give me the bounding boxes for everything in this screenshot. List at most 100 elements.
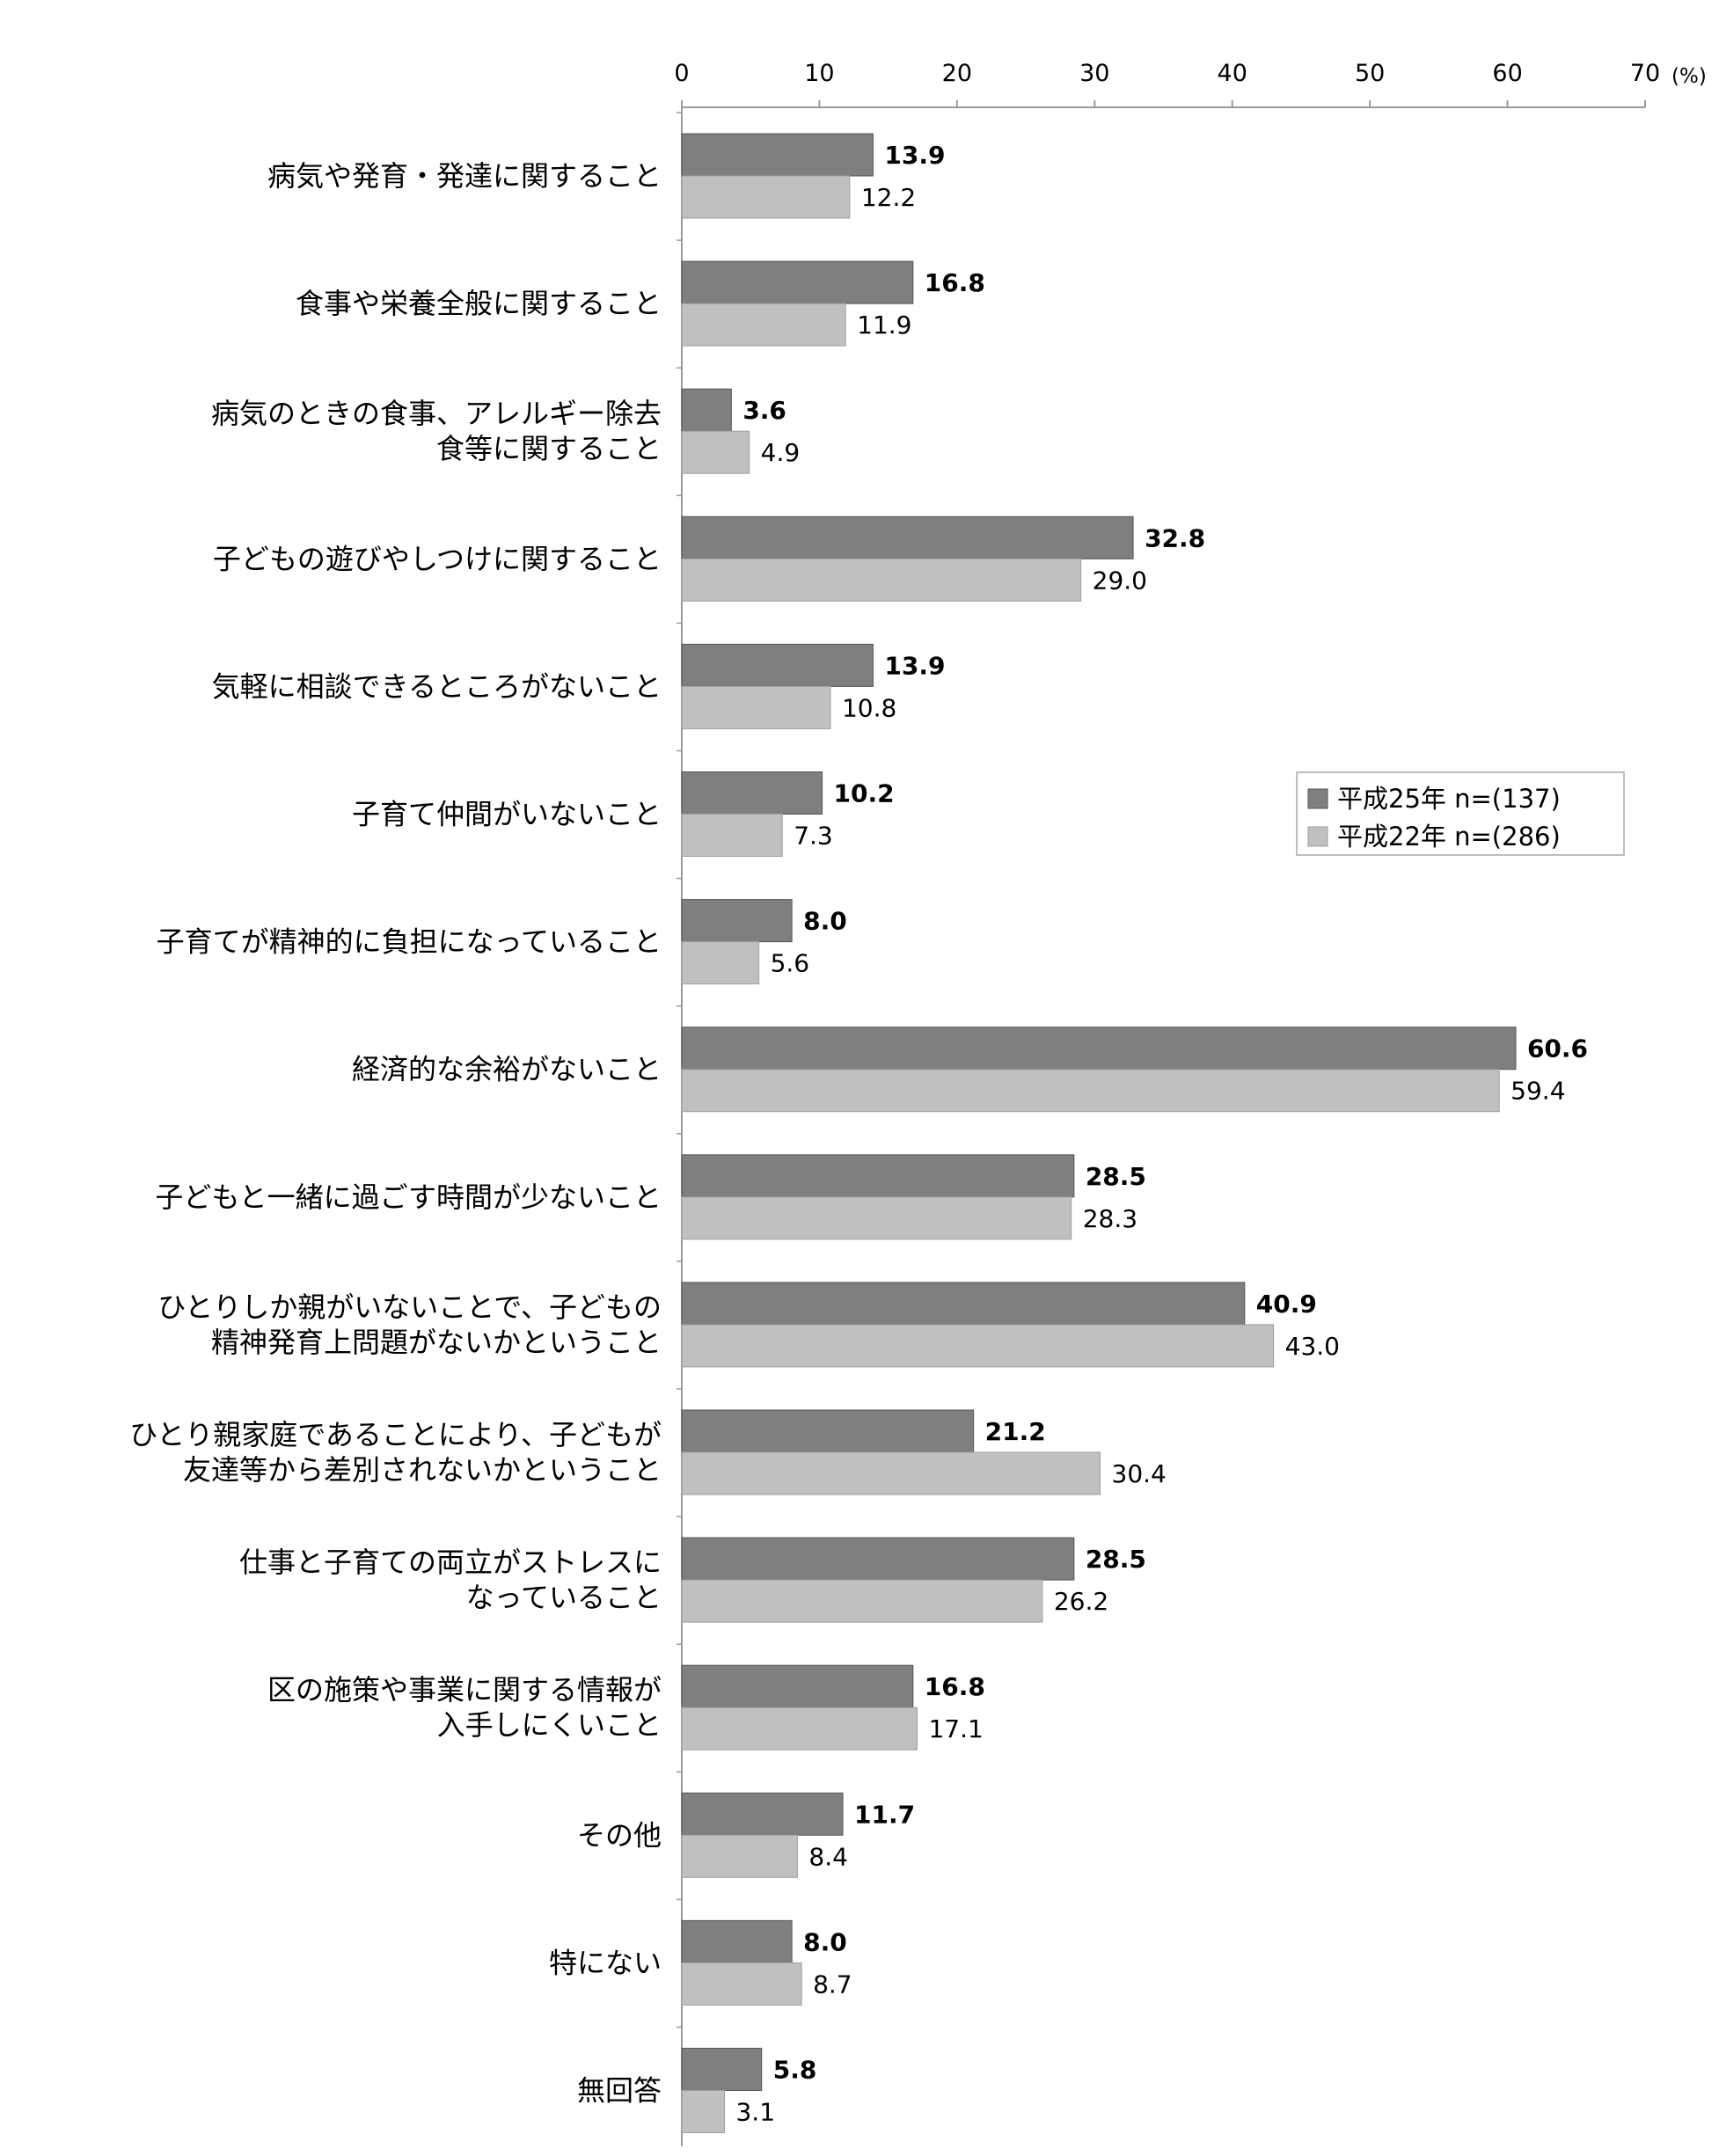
labels-layer: 13.9 12.2 病気や発育・発達に関すること 16.8 11.9 食事や栄養全般に関す… [129,141,1588,2127]
data-label-series-1: 60.6 [1527,1034,1588,1063]
bar-series-2 [681,685,831,729]
bar-series-1 [681,899,793,943]
bar-series-2 [681,1324,1275,1368]
x-tick-label: 0 [674,60,689,87]
data-label-series-1: 16.8 [925,1672,985,1701]
x-tick-label: 10 [804,60,834,87]
bar-series-1 [681,771,823,815]
category-label: なっていること [466,1581,662,1614]
category-label: 病気や発育・発達に関すること [267,159,662,193]
data-label-series-2: 17.1 [928,1714,983,1743]
bar-series-1 [681,515,1134,559]
bar-series-2 [681,1834,798,1878]
data-label-series-2: 4.9 [761,438,801,467]
x-tick-label: 20 [942,60,972,87]
category-label: 子育て仲間がいないこと [352,798,662,831]
data-label-series-2: 8.4 [808,1842,848,1871]
data-label-series-2: 10.8 [842,693,896,722]
data-label-series-2: 28.3 [1083,1204,1137,1233]
data-label-series-1: 28.5 [1086,1162,1146,1191]
category-label: 気軽に相談できるところがないこと [212,669,662,703]
data-label-series-2: 29.0 [1093,566,1147,595]
x-tick-label: 30 [1079,60,1109,87]
category-label: 食等に関すること [436,432,662,465]
data-label-series-1: 13.9 [884,651,945,680]
bar-series-1 [681,2048,763,2091]
data-label-series-1: 11.7 [854,1800,915,1829]
data-label-series-2: 3.1 [735,2098,775,2127]
data-label-series-2: 8.7 [813,1970,852,1999]
data-label-series-1: 28.5 [1086,1545,1146,1574]
data-label-series-1: 5.8 [773,2056,817,2085]
bar-series-1 [681,1537,1075,1581]
data-label-series-2: 59.4 [1511,1077,1565,1106]
category-label: その他 [577,1818,662,1852]
x-tick-label: 70 [1630,60,1660,87]
x-tick-label: 60 [1492,60,1522,87]
bar-series-1 [681,1919,793,1963]
category-label: 病気のときの食事、アレルギー除去 [211,397,662,430]
legend-swatch [1307,826,1328,847]
data-label-series-2: 11.9 [857,311,911,340]
bar-series-1 [681,643,874,687]
bar-series-1 [681,260,914,304]
category-label: 仕事と子育ての両立がストレスに [239,1546,662,1579]
bar-series-2 [681,941,760,985]
category-label: 子どもと一緒に過ごす時間が少ないこと [155,1180,662,1214]
bar-series-2 [681,1069,1500,1113]
bar-series-1 [681,1154,1075,1198]
x-unit-label: (%) [1671,65,1707,88]
legend: 平成25年 n=(137) 平成22年 n=(286) [1296,771,1625,856]
data-label-series-2: 7.3 [794,822,833,851]
data-label-series-2: 12.2 [861,183,916,212]
data-label-series-2: 43.0 [1285,1332,1340,1361]
data-label-series-1: 3.6 [742,396,786,425]
category-label: 区の施策や事業に関する情報が [267,1673,662,1707]
category-label: ひとりしか親がいないことで、子どもの [157,1290,662,1324]
data-label-series-1: 8.0 [803,907,847,936]
legend-swatch [1307,788,1328,809]
data-label-series-1: 10.2 [834,779,895,808]
bar-series-2 [681,1196,1072,1240]
bar-series-2 [681,175,851,219]
bar-series-1 [681,1792,844,1836]
data-label-series-1: 40.9 [1256,1290,1317,1319]
category-label: 子育てが精神的に負担になっていること [157,925,662,959]
bar-series-2 [681,1707,918,1750]
bar-series-1 [681,1664,914,1708]
data-label-series-1: 32.8 [1145,523,1205,552]
x-tick-label: 40 [1218,60,1247,87]
category-label: 子どもの遊びやしつけに関すること [213,542,662,575]
category-label: 入手しにくいこと [437,1708,662,1742]
data-label-series-2: 5.6 [771,949,810,978]
category-label: 特にない [549,1946,662,1979]
bar-series-2 [681,430,750,474]
legend-label: 平成25年 n=(137) [1337,784,1561,814]
category-label: 食事や栄養全般に関すること [296,287,662,320]
bar-series-1 [681,388,732,432]
legend-label: 平成22年 n=(286) [1337,822,1561,851]
data-label-series-1: 13.9 [884,141,945,170]
x-tick-label: 50 [1355,60,1385,87]
data-label-series-2: 26.2 [1054,1587,1108,1616]
bars-layer [681,133,1517,2133]
category-label: ひとり親家庭であることにより、子どもが [129,1418,662,1451]
bar-series-2 [681,303,846,347]
data-label-series-1: 8.0 [803,1927,847,1956]
category-label: 精神発育上問題がないかということ [211,1326,662,1359]
data-label-series-2: 30.4 [1112,1459,1167,1488]
bar-series-1 [681,1409,975,1453]
bar-series-1 [681,1282,1246,1326]
data-label-series-1: 21.2 [985,1417,1046,1446]
bar-series-2 [681,814,783,857]
bar-series-1 [681,133,874,177]
bar-series-2 [681,558,1082,602]
bar-series-2 [681,1451,1101,1495]
bar-series-2 [681,1579,1043,1623]
bar-series-2 [681,2090,725,2133]
bar-series-1 [681,1027,1517,1071]
category-label: 経済的な余裕がないこと [352,1053,662,1086]
category-label: 無回答 [577,2074,662,2108]
bar-series-2 [681,1962,802,2006]
